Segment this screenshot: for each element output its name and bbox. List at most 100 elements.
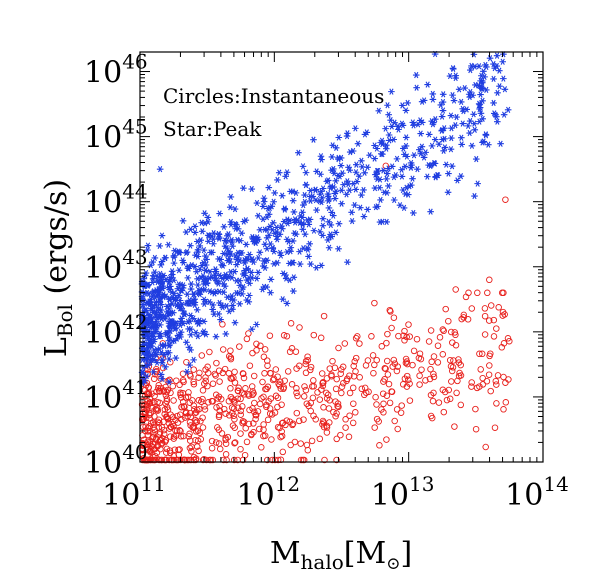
y-tick-label: 1046: [84, 50, 148, 91]
data-point-star: [290, 208, 298, 216]
data-point-circle: [320, 419, 327, 426]
data-point-star: [346, 148, 354, 156]
data-point-circle: [373, 415, 381, 423]
data-point-circle: [278, 401, 285, 408]
data-point-circle: [380, 400, 387, 408]
data-point-circle: [236, 343, 243, 350]
data-point-star: [188, 261, 196, 269]
data-point-star: [301, 191, 308, 199]
data-point-star: [448, 125, 455, 132]
data-point-circle: [358, 385, 366, 393]
data-point-star: [198, 219, 205, 226]
data-point-circle: [176, 381, 183, 389]
data-point-circle: [286, 348, 294, 356]
data-point-star: [464, 122, 472, 130]
data-point-star: [185, 265, 192, 272]
data-point-circle: [482, 443, 489, 451]
data-point-circle: [434, 342, 442, 349]
data-point-star: [385, 182, 392, 190]
data-point-circle: [319, 382, 327, 390]
data-point-star: [140, 314, 147, 321]
data-point-star: [191, 223, 199, 230]
data-point-star: [410, 209, 417, 217]
data-point-star: [482, 86, 490, 94]
data-point-star: [199, 228, 206, 235]
data-point-circle: [141, 456, 149, 464]
data-point-circle: [153, 388, 160, 395]
data-point-circle: [245, 392, 253, 399]
data-point-star: [477, 91, 484, 98]
data-point-star: [276, 231, 284, 238]
data-point-star: [447, 146, 455, 153]
data-point-star: [163, 308, 171, 315]
data-point-circle: [324, 391, 332, 399]
data-point-circle: [323, 424, 331, 431]
data-point-circle: [271, 409, 279, 416]
data-point-circle: [240, 370, 247, 378]
data-point-circle: [468, 305, 476, 312]
data-point-circle: [504, 335, 512, 342]
data-point-star: [166, 286, 173, 293]
data-point-star: [319, 222, 327, 229]
data-point-star: [467, 66, 474, 74]
legend-line-circles: Circles:Instantaneous: [163, 84, 384, 108]
data-point-circle: [345, 433, 353, 441]
data-point-circle: [434, 359, 442, 366]
plot-frame: [139, 51, 544, 463]
data-point-star: [156, 311, 164, 318]
data-point-circle: [281, 377, 288, 384]
data-point-star: [452, 122, 459, 129]
data-point-star: [400, 145, 407, 152]
data-point-circle: [215, 426, 223, 434]
data-point-circle: [144, 397, 151, 405]
data-point-circle: [304, 356, 311, 364]
data-point-circle: [495, 304, 502, 311]
data-point-star: [494, 89, 501, 96]
data-point-circle: [430, 389, 437, 397]
data-point-circle: [212, 372, 219, 379]
data-point-star: [375, 107, 383, 114]
data-point-star: [165, 378, 173, 386]
data-point-circle: [266, 332, 274, 339]
data-point-star: [274, 259, 281, 266]
data-point-circle: [238, 389, 246, 397]
data-point-star: [147, 342, 154, 349]
data-point-star: [428, 142, 436, 150]
data-point-star: [381, 189, 388, 196]
data-point-star: [230, 296, 238, 304]
data-point-star: [202, 252, 209, 260]
data-point-circle: [416, 381, 423, 388]
data-point-star: [317, 262, 325, 269]
data-point-star: [203, 256, 210, 263]
data-point-circle: [490, 316, 498, 324]
data-point-circle: [227, 385, 234, 392]
data-point-circle: [293, 365, 300, 372]
data-point-circle: [166, 456, 173, 464]
data-point-star: [480, 68, 487, 75]
data-point-circle: [502, 196, 509, 203]
data-point-circle: [293, 409, 301, 417]
data-point-circle: [349, 419, 357, 427]
data-point-circle: [274, 373, 281, 380]
data-point-circle: [198, 352, 206, 359]
data-point-circle: [193, 418, 201, 425]
data-point-star: [165, 355, 173, 363]
data-point-circle: [500, 406, 507, 413]
data-point-circle: [425, 338, 433, 345]
data-point-star: [413, 84, 420, 91]
data-point-star: [385, 165, 392, 172]
data-point-circle: [486, 362, 493, 369]
data-point-star: [261, 226, 269, 233]
data-point-circle: [320, 423, 328, 431]
data-point-star: [348, 209, 355, 216]
data-point-circle: [171, 446, 179, 453]
data-point-circle: [430, 353, 438, 360]
data-point-star: [340, 181, 347, 188]
data-point-star: [471, 192, 478, 200]
data-point-star: [422, 149, 429, 156]
data-point-star: [187, 346, 194, 354]
data-point-circle: [230, 397, 238, 404]
data-point-star: [472, 155, 480, 163]
data-point-star: [448, 134, 455, 142]
